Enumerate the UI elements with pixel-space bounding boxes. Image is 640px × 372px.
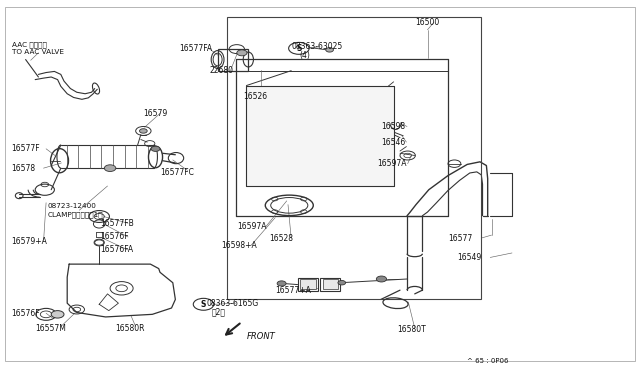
Text: 16577: 16577 — [448, 234, 472, 243]
Text: ^ 65 : 0P06: ^ 65 : 0P06 — [467, 358, 509, 364]
Text: 16597A: 16597A — [378, 159, 407, 168]
Text: 16578: 16578 — [12, 164, 36, 173]
Text: 08723-12400: 08723-12400 — [48, 203, 97, 209]
Text: 16577F: 16577F — [12, 144, 40, 153]
Text: 16528: 16528 — [269, 234, 293, 243]
Text: 16579+A: 16579+A — [12, 237, 47, 246]
Text: S: S — [201, 300, 206, 309]
Bar — [246, 86, 394, 186]
Bar — [227, 17, 481, 299]
Text: FRONT: FRONT — [246, 332, 275, 341]
Text: 16598: 16598 — [381, 122, 406, 131]
Text: 16576FA: 16576FA — [100, 246, 134, 254]
Circle shape — [237, 50, 247, 56]
Circle shape — [338, 280, 346, 285]
Text: 22680: 22680 — [209, 66, 234, 75]
Circle shape — [51, 311, 64, 318]
Bar — [300, 279, 316, 289]
Text: (4): (4) — [300, 51, 310, 60]
Bar — [298, 278, 318, 291]
Circle shape — [277, 281, 286, 286]
Text: 16579: 16579 — [143, 109, 168, 118]
Text: 16576F: 16576F — [100, 232, 129, 241]
Text: 16526: 16526 — [243, 92, 268, 101]
Circle shape — [326, 48, 333, 52]
Text: 16598+A: 16598+A — [221, 241, 257, 250]
Bar — [320, 278, 340, 291]
Bar — [218, 49, 248, 71]
Text: 16576F: 16576F — [12, 309, 40, 318]
Text: 16500: 16500 — [415, 18, 439, 27]
Text: 16557M: 16557M — [35, 324, 66, 333]
Bar — [323, 279, 338, 289]
Text: 16549: 16549 — [457, 253, 481, 262]
Text: AAC バルブへ
TO AAC VALVE: AAC バルブへ TO AAC VALVE — [12, 42, 63, 55]
Text: 08363-63025: 08363-63025 — [291, 42, 342, 51]
Text: 16577FB: 16577FB — [100, 219, 134, 228]
Text: （2）: （2） — [211, 307, 225, 316]
Circle shape — [140, 129, 147, 133]
Text: 16577FC: 16577FC — [160, 169, 194, 177]
Text: 16577FA: 16577FA — [179, 44, 212, 53]
Text: 16597A: 16597A — [237, 222, 266, 231]
Bar — [246, 86, 394, 186]
Text: 16546: 16546 — [381, 138, 406, 147]
Text: 16577+A: 16577+A — [275, 286, 311, 295]
Text: CLAMPクランプ（1）: CLAMPクランプ（1） — [48, 212, 104, 218]
Text: 08363-6165G: 08363-6165G — [207, 299, 259, 308]
Text: 16580T: 16580T — [397, 325, 426, 334]
Text: S: S — [296, 44, 301, 53]
Circle shape — [376, 276, 387, 282]
Circle shape — [104, 165, 116, 171]
Text: 16580R: 16580R — [115, 324, 145, 333]
Circle shape — [151, 146, 160, 151]
